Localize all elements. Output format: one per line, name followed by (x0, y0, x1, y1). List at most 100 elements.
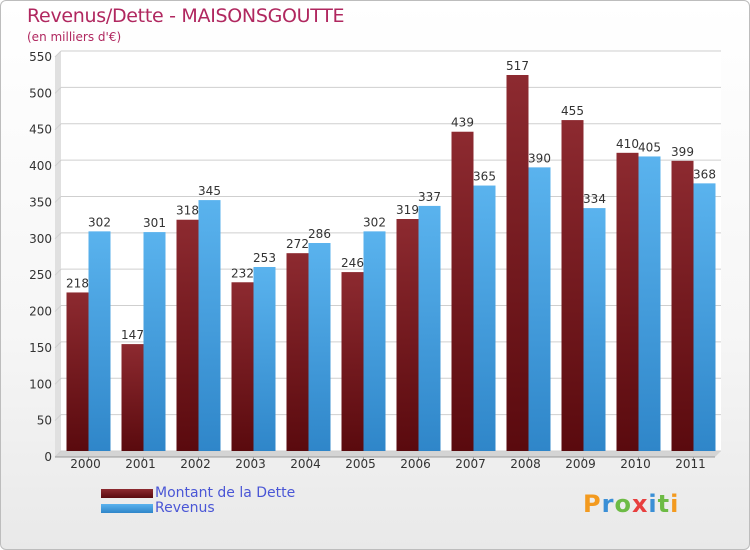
logo-letter: r (601, 490, 615, 518)
data-label: 286 (308, 227, 331, 241)
gridline-side (54, 341, 62, 349)
data-label: 147 (121, 328, 144, 342)
data-label: 301 (143, 216, 166, 230)
x-tick-label: 2005 (345, 457, 376, 471)
data-label: 455 (561, 104, 584, 118)
y-tick-label: 350 (29, 195, 52, 209)
data-label: 365 (473, 170, 496, 184)
x-tick-label: 2006 (400, 457, 431, 471)
bar-dette (396, 219, 419, 451)
data-label: 517 (506, 59, 529, 73)
data-label: 410 (616, 137, 639, 151)
bar-dette (176, 219, 199, 451)
bar-revenus (583, 208, 606, 451)
gridline-side (54, 87, 62, 94)
bar-dette (616, 152, 639, 451)
bar-revenus (473, 185, 496, 451)
bar-revenus (253, 267, 276, 451)
gridline-side (54, 196, 62, 203)
logo-letter: i (648, 490, 658, 518)
bar-dette (66, 292, 89, 451)
y-tick-label: 250 (29, 268, 52, 282)
data-label: 318 (176, 204, 199, 218)
logo-letter: i (670, 490, 680, 518)
bar-revenus (308, 243, 331, 451)
bar-revenus (88, 231, 111, 451)
bar-dette (286, 253, 309, 451)
data-label: 405 (638, 140, 661, 154)
proxiti-logo: Proxiti (583, 490, 679, 518)
legend-label-dette: Montant de la Dette (155, 485, 296, 501)
bar-dette (231, 282, 254, 451)
bar-dette (121, 344, 144, 451)
data-label: 246 (341, 256, 364, 270)
x-tick-label: 2008 (510, 457, 541, 471)
x-tick-label: 2001 (125, 457, 156, 471)
gridline-side (54, 450, 62, 458)
plot-floor (55, 451, 721, 457)
bar-dette (671, 160, 694, 451)
data-label: 368 (693, 167, 716, 181)
data-label: 399 (671, 145, 694, 159)
y-tick-label: 500 (29, 86, 52, 100)
logo-letter: P (583, 490, 602, 518)
data-label: 345 (198, 184, 221, 198)
data-label: 272 (286, 237, 309, 251)
y-tick-label: 300 (29, 232, 52, 246)
bar-revenus (638, 156, 661, 452)
chart-subtitle: (en milliers d'€) (27, 30, 122, 44)
data-label: 253 (253, 251, 276, 265)
gridline-side (54, 123, 62, 131)
legend-label-revenus: Revenus (155, 500, 215, 516)
bar-dette (506, 75, 529, 451)
gridline-side (54, 50, 62, 58)
gridline-side (54, 232, 62, 240)
y-tick-label: 150 (29, 341, 52, 355)
bar-revenus (528, 167, 551, 451)
y-tick-label: 550 (29, 50, 52, 64)
gridline-side (54, 268, 62, 276)
plot-area (61, 51, 721, 451)
x-tick-label: 2003 (235, 457, 266, 471)
data-label: 302 (363, 215, 386, 229)
gridline-side (54, 159, 62, 167)
logo-letter: o (614, 490, 632, 518)
y-tick-label: 400 (29, 159, 52, 173)
x-tick-label: 2002 (180, 457, 211, 471)
bar-revenus (143, 232, 166, 451)
x-tick-label: 2010 (620, 457, 651, 471)
logo-letter: t (657, 490, 671, 518)
bar-dette (561, 120, 584, 451)
data-label: 302 (88, 215, 111, 229)
y-tick-label: 0 (44, 450, 52, 464)
gridline-side (54, 414, 62, 421)
x-tick-label: 2000 (70, 457, 101, 471)
data-label: 232 (231, 266, 254, 280)
bar-revenus (693, 183, 716, 451)
x-tick-label: 2009 (565, 457, 596, 471)
y-tick-label: 200 (29, 305, 52, 319)
bar-revenus (363, 231, 386, 451)
data-label: 334 (583, 192, 606, 206)
y-tick-label: 50 (37, 414, 52, 428)
bar-revenus (418, 205, 441, 451)
data-label: 218 (66, 276, 89, 290)
gridline-side (54, 377, 62, 385)
bar-dette (341, 272, 364, 451)
gridline-side (54, 305, 62, 312)
legend-swatch-revenus (101, 504, 153, 513)
bar-revenus (198, 200, 221, 451)
y-tick-label: 450 (29, 123, 52, 137)
legend-swatch-dette (101, 489, 153, 498)
y-tick-label: 100 (29, 377, 52, 391)
data-label: 337 (418, 190, 441, 204)
chart-title: Revenus/Dette - MAISONSGOUTTE (27, 5, 345, 27)
x-tick-label: 2011 (675, 457, 706, 471)
bar-dette (451, 131, 474, 451)
data-label: 390 (528, 151, 551, 165)
logo-letter: x (631, 490, 649, 518)
data-label: 439 (451, 116, 474, 130)
plot-side-wall (55, 51, 61, 457)
